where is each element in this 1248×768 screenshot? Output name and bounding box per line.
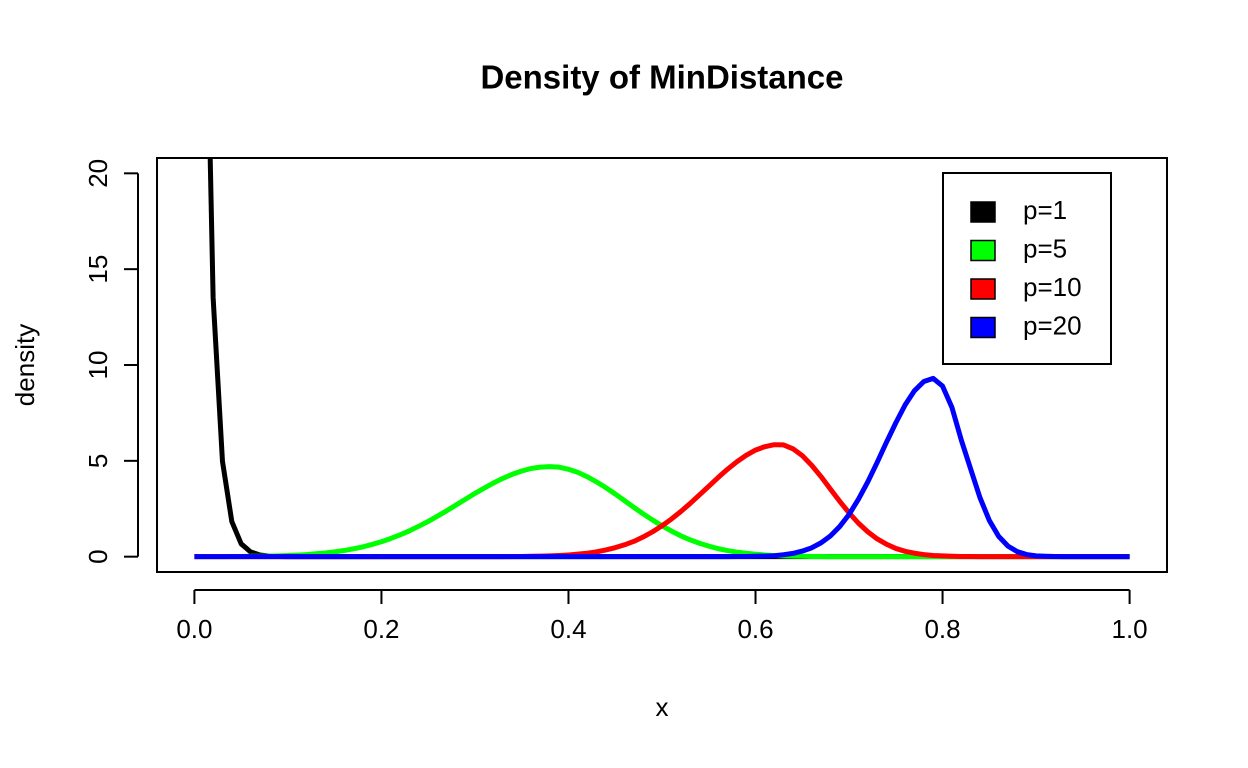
- line-series: [194, 442, 1130, 560]
- y-tick-label: 20: [83, 159, 113, 188]
- plot-box: [156, 157, 1168, 573]
- legend-swatch: [970, 278, 996, 300]
- legend-label: p=1: [1023, 195, 1067, 225]
- legend-swatch: [970, 201, 996, 223]
- x-axis-label: x: [656, 692, 669, 722]
- y-tick-label: 15: [83, 255, 113, 284]
- x-tick-label: 0.2: [363, 614, 399, 644]
- legend-label: p=10: [1023, 272, 1082, 302]
- legend-swatch: [970, 239, 996, 262]
- legend-swatch: [970, 316, 996, 339]
- y-tick-label: 10: [83, 351, 113, 380]
- x-tick-label: 0.4: [550, 614, 586, 644]
- y-tick-label: 0: [83, 549, 113, 563]
- x-tick-label: 0.8: [924, 614, 960, 644]
- y-axis-label: density: [10, 324, 40, 406]
- x-tick-label: 0.0: [176, 614, 212, 644]
- legend-label: p=20: [1023, 310, 1082, 340]
- x-tick-label: 0.6: [737, 614, 773, 644]
- legend-label: p=5: [1023, 233, 1067, 263]
- y-tick-label: 5: [83, 454, 113, 468]
- line-series: [194, 375, 1130, 560]
- line-series: [194, 464, 1130, 560]
- x-tick-label: 1.0: [1112, 614, 1148, 644]
- plot-area: [194, 158, 1130, 560]
- chart-title: Density of MinDistance: [480, 59, 843, 96]
